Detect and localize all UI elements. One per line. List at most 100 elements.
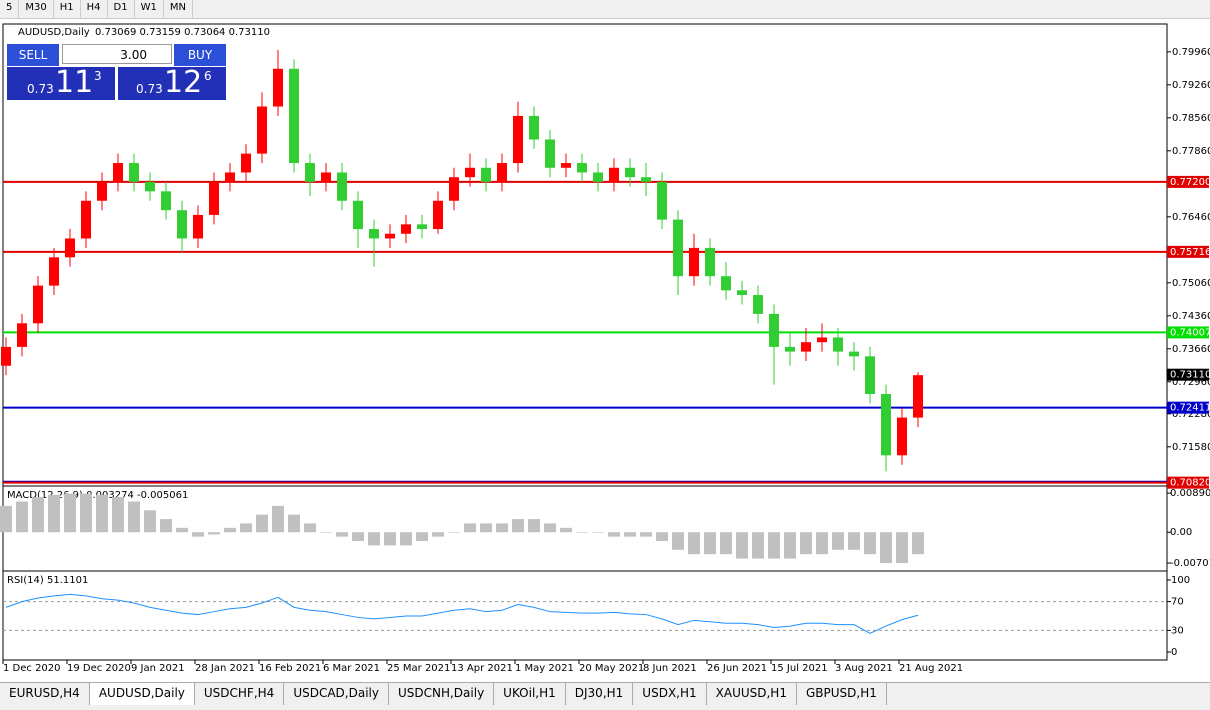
chart-tab[interactable]: DJ30,H1 <box>566 683 634 705</box>
candle-body <box>145 181 155 192</box>
macd-bar <box>32 497 44 533</box>
y-tick-label: 0 <box>1171 647 1177 658</box>
candle-body <box>289 68 299 164</box>
candle-body <box>193 214 203 239</box>
candle-body <box>481 167 491 182</box>
current-price-label: 0.73110 <box>1170 370 1210 381</box>
candle-body <box>433 200 443 230</box>
timeframe-button[interactable]: M30 <box>19 0 54 18</box>
macd-bar <box>496 523 508 533</box>
macd-bar <box>336 532 348 537</box>
macd-bar <box>896 532 908 563</box>
candle-body <box>897 417 907 456</box>
candle-body <box>1 346 11 366</box>
sell-button[interactable]: SELL <box>7 44 59 66</box>
macd-bar <box>128 501 140 533</box>
macd-bar <box>704 532 716 555</box>
candle-body <box>849 351 859 357</box>
x-tick-label: 20 May 2021 <box>579 663 644 674</box>
y-tick-label: 0.72280 <box>1172 409 1210 420</box>
price-frac: 6 <box>204 69 212 83</box>
timeframe-toolbar: 5 M30 H1 H4 D1 W1 MN <box>0 0 1210 19</box>
macd-bar <box>864 532 876 555</box>
y-tick-label: 0.00 <box>1170 527 1192 538</box>
level-label: 0.74007 <box>1170 327 1210 338</box>
price-pips: 12 <box>164 65 203 100</box>
timeframe-button[interactable]: D1 <box>108 0 135 18</box>
chart-tab[interactable]: UKOil,H1 <box>494 683 566 705</box>
macd-bar <box>640 532 652 537</box>
candle-body <box>401 224 411 234</box>
candle-body <box>49 257 59 286</box>
sell-price[interactable]: 0.73 11 3 <box>7 65 115 100</box>
macd-bar <box>320 532 332 533</box>
timeframe-button[interactable]: H1 <box>54 0 81 18</box>
macd-bar <box>256 514 268 533</box>
buy-price[interactable]: 0.73 12 6 <box>118 65 226 100</box>
macd-bar <box>288 514 300 533</box>
chart-tab[interactable]: USDCAD,Daily <box>284 683 389 705</box>
buy-button[interactable]: BUY <box>174 44 226 66</box>
candle-body <box>785 346 795 352</box>
chart-tab[interactable]: AUDUSD,Daily <box>89 683 195 705</box>
chart: AUDUSD,Daily 0.73069 0.73159 0.73064 0.7… <box>0 23 1210 674</box>
macd-bar <box>416 532 428 542</box>
lots-input[interactable]: 3.00 <box>62 44 172 64</box>
macd-bar <box>544 523 556 533</box>
macd-bar <box>304 523 316 533</box>
macd-bar <box>0 505 12 533</box>
macd-bar <box>768 532 780 559</box>
y-tick-label: 0.74360 <box>1172 311 1210 322</box>
chart-tab[interactable]: USDX,H1 <box>633 683 707 705</box>
macd-bar <box>192 532 204 537</box>
candle-body <box>353 200 363 230</box>
level-label: 0.75716 <box>1170 247 1210 258</box>
candle-body <box>113 163 123 182</box>
macd-bar <box>512 519 524 533</box>
timeframe-button[interactable]: MN <box>164 0 193 18</box>
level-label-box <box>1167 476 1209 489</box>
macd-bar <box>368 532 380 546</box>
macd-bar <box>672 532 684 550</box>
candle-body <box>913 375 923 418</box>
y-tick-label: 0.79960 <box>1172 47 1210 58</box>
candle-body <box>657 181 667 220</box>
timeframe-button[interactable]: 5 <box>0 0 20 18</box>
candle-body <box>769 313 779 347</box>
x-tick-label: 16 Feb 2021 <box>259 663 321 674</box>
timeframe-button[interactable]: W1 <box>135 0 164 18</box>
macd-bar <box>48 494 60 533</box>
candle-body <box>817 337 827 343</box>
macd-bar <box>16 501 28 533</box>
candle-body <box>721 276 731 291</box>
candle-body <box>257 106 267 154</box>
macd-bar <box>880 532 892 563</box>
macd-bar <box>528 519 540 533</box>
candle-body <box>593 172 603 182</box>
chart-tab[interactable]: EURUSD,H4 <box>0 683 90 705</box>
chart-tab[interactable]: GBPUSD,H1 <box>797 683 887 705</box>
candle-body <box>17 323 27 347</box>
candle-body <box>865 356 875 395</box>
candle-body <box>833 337 843 352</box>
candle-body <box>97 181 107 201</box>
candle-body <box>545 139 555 168</box>
macd-bar <box>64 493 76 533</box>
candle-body <box>305 163 315 182</box>
chart-tabs: EURUSD,H4 AUDUSD,Daily USDCHF,H4 USDCAD,Dai… <box>0 682 1210 710</box>
chart-tab[interactable]: XAUUSD,H1 <box>707 683 797 705</box>
macd-bar <box>432 532 444 537</box>
macd-bar <box>832 532 844 550</box>
price-frac: 3 <box>94 69 102 83</box>
chart-tab[interactable]: USDCNH,Daily <box>389 683 495 705</box>
candle-body <box>337 172 347 201</box>
candle-body <box>321 172 331 182</box>
candle-body <box>737 290 747 296</box>
macd-bar <box>656 532 668 542</box>
timeframe-button[interactable]: H4 <box>81 0 108 18</box>
chart-tab[interactable]: USDCHF,H4 <box>195 683 285 705</box>
level-label-box <box>1167 175 1209 188</box>
y-tick-label: 0.77860 <box>1172 146 1210 157</box>
level-label: 0.72411 <box>1170 403 1210 414</box>
